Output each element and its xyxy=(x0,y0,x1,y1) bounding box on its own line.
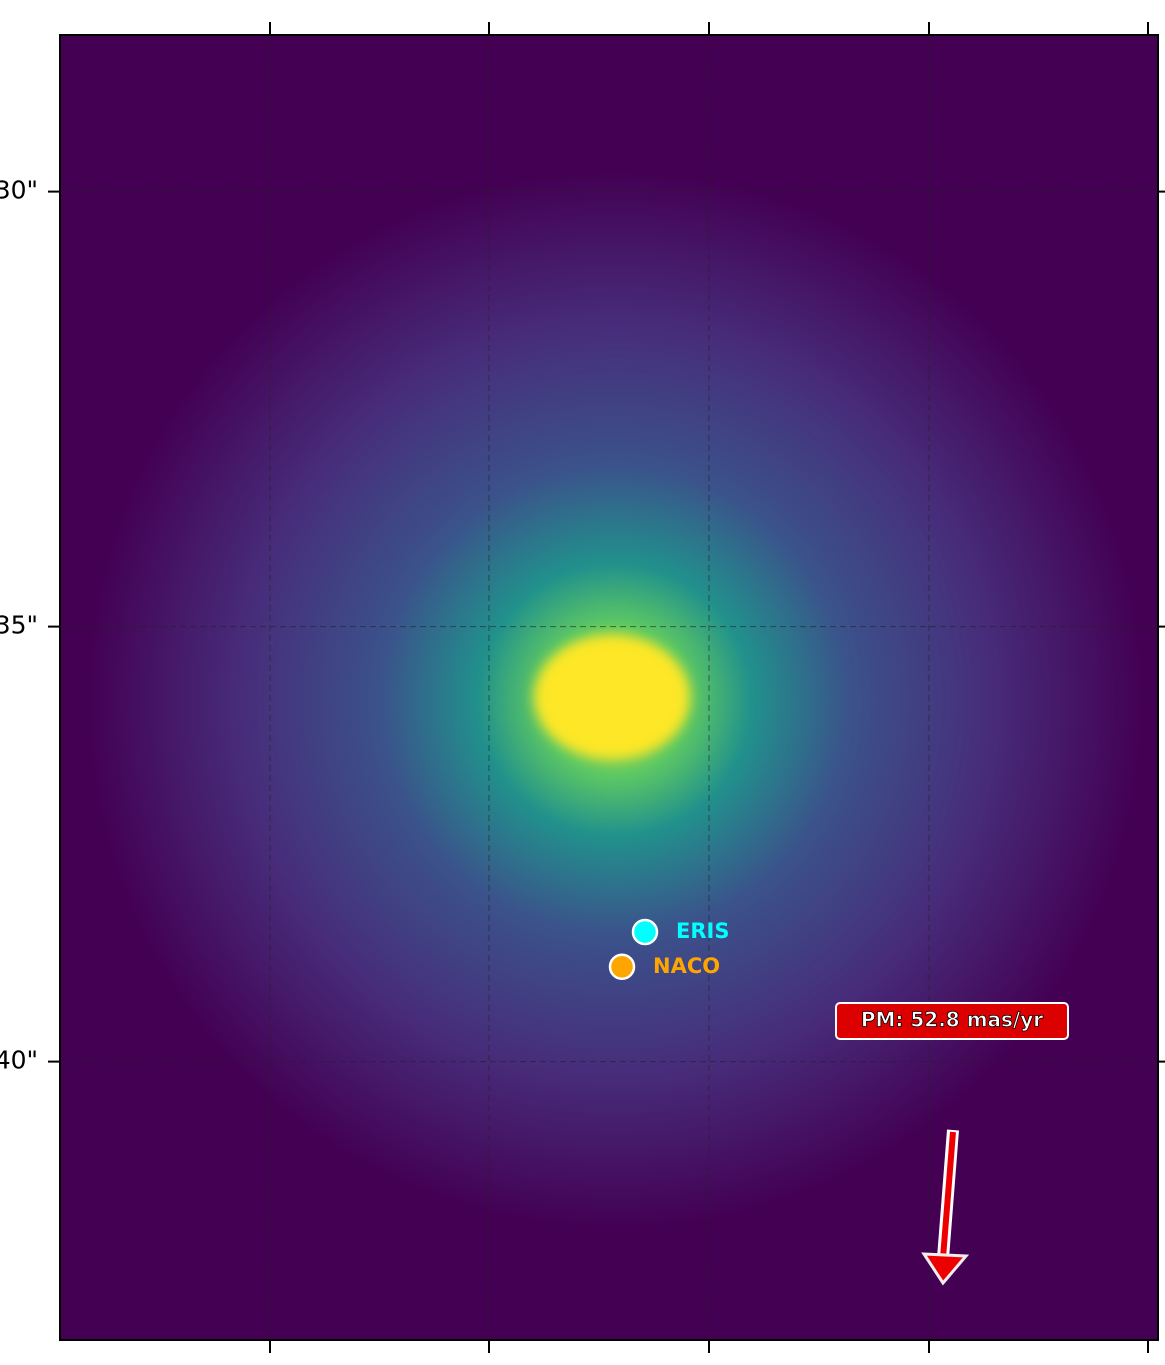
pm-label: PM: 52.8 mas/yr xyxy=(836,1003,1068,1039)
marker-label: ERIS xyxy=(676,919,729,943)
y-tick-label: 30" xyxy=(0,176,38,205)
image xyxy=(60,35,1158,1340)
position-marker xyxy=(610,955,634,979)
marker-label: NACO xyxy=(653,954,720,978)
position-marker xyxy=(633,920,657,944)
y-tick-label: 40" xyxy=(0,1046,38,1075)
chart: PM: 52.8 mas/yr 30" 35" 40" ERIS NACO xyxy=(0,0,1165,1365)
y-tick-label: 35" xyxy=(0,611,38,640)
pm-text: PM: 52.8 mas/yr xyxy=(861,1008,1043,1032)
